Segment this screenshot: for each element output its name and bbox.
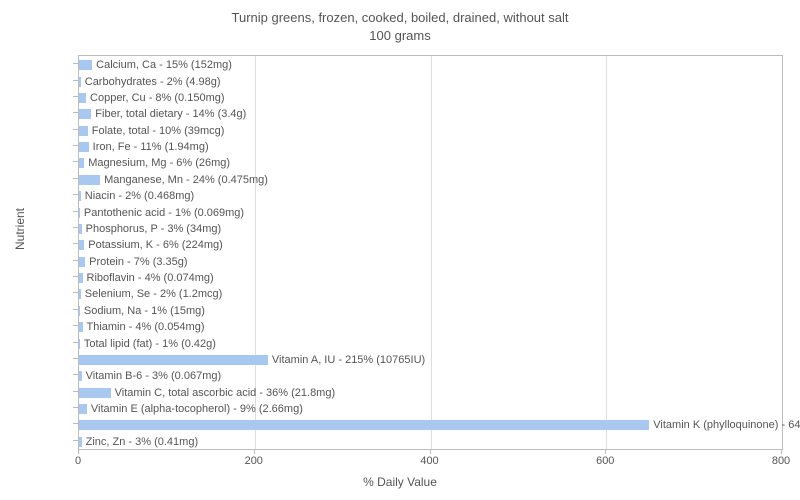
bar-row: Calcium, Ca - 15% (152mg) <box>79 59 782 71</box>
y-axis-title: Nutrient <box>13 208 27 250</box>
bar-row: Thiamin - 4% (0.054mg) <box>79 321 782 333</box>
bar-row: Iron, Fe - 11% (1.94mg) <box>79 141 782 153</box>
bar-row: Zinc, Zn - 3% (0.41mg) <box>79 436 782 448</box>
bar <box>79 404 87 414</box>
bar-label: Thiamin - 4% (0.054mg) <box>83 321 205 333</box>
bar-label: Total lipid (fat) - 1% (0.42g) <box>80 338 216 350</box>
bar-row: Vitamin A, IU - 215% (10765IU) <box>79 354 782 366</box>
nutrient-chart: Turnip greens, frozen, cooked, boiled, d… <box>0 0 800 500</box>
bar-row: Sodium, Na - 1% (15mg) <box>79 305 782 317</box>
bar <box>79 126 88 136</box>
y-tick <box>73 96 78 97</box>
bar-row: Vitamin E (alpha-tocopherol) - 9% (2.66m… <box>79 403 782 415</box>
bar-label: Carbohydrates - 2% (4.98g) <box>81 76 221 88</box>
y-tick <box>73 407 78 408</box>
bar-label: Niacin - 2% (0.468mg) <box>81 190 194 202</box>
y-tick <box>73 129 78 130</box>
bar <box>79 388 111 398</box>
bar <box>79 93 86 103</box>
bar-label: Magnesium, Mg - 6% (26mg) <box>84 157 230 169</box>
y-tick <box>73 80 78 81</box>
bar-row: Carbohydrates - 2% (4.98g) <box>79 76 782 88</box>
y-tick <box>73 145 78 146</box>
bar-row: Copper, Cu - 8% (0.150mg) <box>79 92 782 104</box>
y-tick <box>73 194 78 195</box>
bar-row: Fiber, total dietary - 14% (3.4g) <box>79 108 782 120</box>
y-tick <box>73 161 78 162</box>
bar-row: Vitamin C, total ascorbic acid - 36% (21… <box>79 387 782 399</box>
bar-row: Selenium, Se - 2% (1.2mcg) <box>79 288 782 300</box>
y-tick <box>73 440 78 441</box>
x-tick-label: 200 <box>245 455 263 467</box>
bar-row: Phosphorus, P - 3% (34mg) <box>79 223 782 235</box>
y-tick <box>73 243 78 244</box>
x-tick <box>781 449 782 454</box>
bar-row: Vitamin K (phylloquinone) - 649% (518.9m… <box>79 419 782 431</box>
bar-label: Protein - 7% (3.35g) <box>85 256 187 268</box>
x-tick <box>78 449 79 454</box>
y-tick <box>73 178 78 179</box>
bar-row: Protein - 7% (3.35g) <box>79 256 782 268</box>
bar-label: Vitamin A, IU - 215% (10765IU) <box>268 354 425 366</box>
bar <box>79 142 89 152</box>
bar-row: Total lipid (fat) - 1% (0.42g) <box>79 338 782 350</box>
bar-label: Sodium, Na - 1% (15mg) <box>80 305 205 317</box>
x-tick-label: 400 <box>420 455 438 467</box>
x-tick <box>430 449 431 454</box>
y-tick <box>73 292 78 293</box>
bar-label: Pantothenic acid - 1% (0.069mg) <box>80 207 244 219</box>
y-tick <box>73 423 78 424</box>
bar <box>79 109 91 119</box>
bar-label: Vitamin K (phylloquinone) - 649% (518.9m… <box>649 419 800 431</box>
bar-label: Calcium, Ca - 15% (152mg) <box>92 59 232 71</box>
y-tick <box>73 112 78 113</box>
x-tick-label: 0 <box>75 455 81 467</box>
x-tick-label: 800 <box>772 455 790 467</box>
x-tick-label: 600 <box>596 455 614 467</box>
y-tick <box>73 227 78 228</box>
x-tick <box>605 449 606 454</box>
bar-label: Folate, total - 10% (39mcg) <box>88 125 225 137</box>
y-tick <box>73 325 78 326</box>
bar-label: Zinc, Zn - 3% (0.41mg) <box>82 436 198 448</box>
bar-row: Vitamin B-6 - 3% (0.067mg) <box>79 370 782 382</box>
bar-row: Manganese, Mn - 24% (0.475mg) <box>79 174 782 186</box>
y-tick <box>73 260 78 261</box>
bar-label: Manganese, Mn - 24% (0.475mg) <box>100 174 268 186</box>
bar <box>79 175 100 185</box>
bar-label: Selenium, Se - 2% (1.2mcg) <box>81 288 223 300</box>
bar-label: Phosphorus, P - 3% (34mg) <box>82 223 222 235</box>
bar-row: Pantothenic acid - 1% (0.069mg) <box>79 207 782 219</box>
chart-title-line1: Turnip greens, frozen, cooked, boiled, d… <box>0 10 800 25</box>
bar-label: Copper, Cu - 8% (0.150mg) <box>86 92 225 104</box>
y-tick <box>73 391 78 392</box>
y-tick <box>73 309 78 310</box>
plot-area: Calcium, Ca - 15% (152mg) Carbohydrates -… <box>78 55 783 450</box>
bar-row: Riboflavin - 4% (0.074mg) <box>79 272 782 284</box>
bar <box>79 355 268 365</box>
x-axis-title: % Daily Value <box>0 475 800 489</box>
y-tick <box>73 358 78 359</box>
y-tick <box>73 63 78 64</box>
bar <box>79 420 649 430</box>
y-tick <box>73 211 78 212</box>
x-tick <box>254 449 255 454</box>
y-tick <box>73 342 78 343</box>
bar-row: Niacin - 2% (0.468mg) <box>79 190 782 202</box>
bar-label: Fiber, total dietary - 14% (3.4g) <box>91 108 246 120</box>
chart-title-line2: 100 grams <box>0 28 800 43</box>
bar-row: Magnesium, Mg - 6% (26mg) <box>79 157 782 169</box>
bar-row: Potassium, K - 6% (224mg) <box>79 239 782 251</box>
bar-label: Vitamin E (alpha-tocopherol) - 9% (2.66m… <box>87 403 303 415</box>
bar-label: Iron, Fe - 11% (1.94mg) <box>89 141 209 153</box>
bar-label: Vitamin C, total ascorbic acid - 36% (21… <box>111 387 336 399</box>
bar-label: Potassium, K - 6% (224mg) <box>84 239 223 251</box>
y-tick <box>73 276 78 277</box>
y-tick <box>73 374 78 375</box>
bar-row: Folate, total - 10% (39mcg) <box>79 125 782 137</box>
bar-label: Riboflavin - 4% (0.074mg) <box>83 272 214 284</box>
bar-label: Vitamin B-6 - 3% (0.067mg) <box>82 370 222 382</box>
bar <box>79 60 92 70</box>
